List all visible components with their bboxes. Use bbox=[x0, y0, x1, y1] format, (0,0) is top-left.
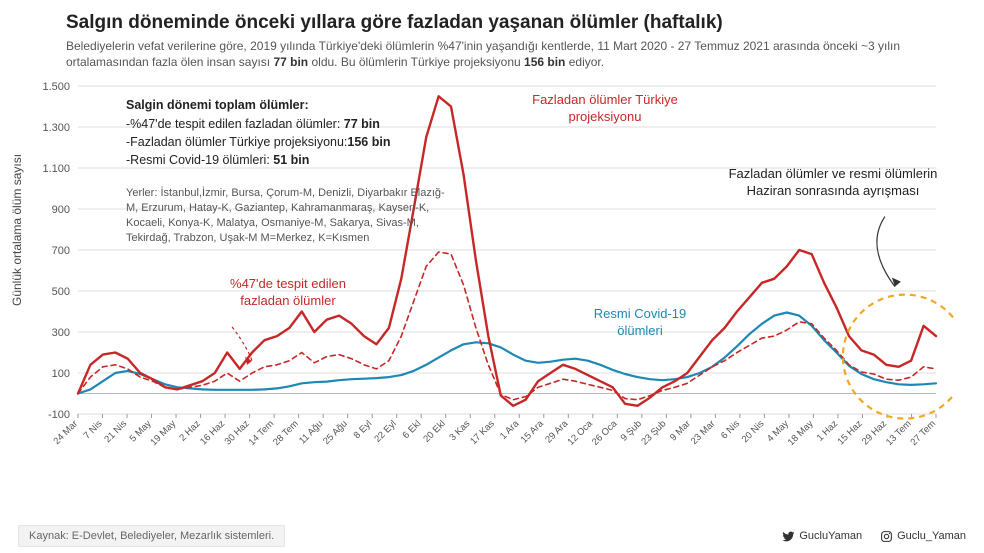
svg-text:6 Ekl: 6 Ekl bbox=[401, 419, 424, 442]
info-value: 156 bin bbox=[347, 135, 390, 149]
info-label: -Fazladan ölümler Türkiye projeksiyonu: bbox=[126, 135, 347, 149]
svg-text:-100: -100 bbox=[48, 409, 70, 421]
svg-text:14 Tem: 14 Tem bbox=[247, 419, 277, 449]
svg-text:7 Nis: 7 Nis bbox=[82, 419, 105, 442]
svg-text:1.300: 1.300 bbox=[42, 122, 70, 134]
svg-text:23 Şub: 23 Şub bbox=[639, 419, 668, 448]
chart-container: Salgın döneminde önceki yıllara göre faz… bbox=[0, 0, 984, 553]
instagram-icon bbox=[880, 530, 893, 543]
svg-text:700: 700 bbox=[52, 245, 70, 257]
svg-text:100: 100 bbox=[52, 368, 70, 380]
svg-text:23 Mar: 23 Mar bbox=[689, 419, 718, 448]
places-list: Yerler: İstanbul,İzmir, Bursa, Çorum-M, … bbox=[126, 186, 446, 245]
chart-subtitle: Belediyelerin vefat verilerine göre, 201… bbox=[66, 38, 946, 70]
chart-footer: Kaynak: E-Devlet, Belediyeler, Mezarlık … bbox=[18, 525, 966, 547]
svg-text:25 Ağu: 25 Ağu bbox=[321, 419, 350, 448]
svg-text:1.100: 1.100 bbox=[42, 163, 70, 175]
annotation-projection: Fazladan ölümler Türkiye projeksiyonu bbox=[510, 92, 700, 125]
twitter-icon bbox=[782, 530, 795, 543]
annotation-detected: %47'de tespit edilen fazladan ölümler bbox=[213, 276, 363, 309]
info-value: 51 bin bbox=[273, 153, 309, 167]
svg-text:17 Kas: 17 Kas bbox=[468, 419, 497, 448]
y-axis-label: Günlük ortalama ölüm sayısı bbox=[10, 154, 24, 306]
svg-text:21 Nis: 21 Nis bbox=[102, 419, 129, 446]
annotation-divergence: Fazladan ölümler ve resmi ölümlerin Hazi… bbox=[718, 166, 948, 199]
twitter-text: GucluYaman bbox=[799, 530, 862, 542]
subtitle-text: ediyor. bbox=[565, 55, 604, 69]
svg-text:15 Haz: 15 Haz bbox=[836, 419, 865, 448]
svg-text:30 Haz: 30 Haz bbox=[223, 419, 252, 448]
svg-text:8 Eyl: 8 Eyl bbox=[352, 419, 375, 442]
svg-text:24 Mar: 24 Mar bbox=[51, 419, 80, 448]
info-line: -%47'de tespit edilen fazladan ölümler: … bbox=[126, 115, 390, 133]
info-heading: Salgin dönemi toplam ölümler: bbox=[126, 96, 390, 114]
svg-text:18 May: 18 May bbox=[786, 419, 816, 449]
info-line: -Resmi Covid-19 ölümleri: 51 bin bbox=[126, 151, 390, 169]
svg-text:900: 900 bbox=[52, 204, 70, 216]
svg-text:27 Tem: 27 Tem bbox=[908, 419, 938, 449]
instagram-text: Guclu_Yaman bbox=[897, 530, 966, 542]
info-value: 77 bin bbox=[344, 117, 380, 131]
totals-info-box: Salgin dönemi toplam ölümler: -%47'de te… bbox=[126, 96, 390, 169]
svg-text:22 Eyl: 22 Eyl bbox=[372, 419, 398, 445]
svg-text:20 Ekl: 20 Ekl bbox=[421, 419, 447, 445]
svg-text:13 Tem: 13 Tem bbox=[884, 419, 914, 449]
svg-text:300: 300 bbox=[52, 327, 70, 339]
svg-text:11 Ağu: 11 Ağu bbox=[297, 419, 325, 447]
chart-title: Salgın döneminde önceki yıllara göre faz… bbox=[66, 12, 966, 34]
annotation-official: Resmi Covid-19 ölümleri bbox=[580, 306, 700, 339]
svg-text:28 Tem: 28 Tem bbox=[271, 419, 301, 449]
svg-text:19 May: 19 May bbox=[148, 419, 178, 449]
svg-text:26 Oca: 26 Oca bbox=[590, 418, 620, 448]
svg-text:12 Oca: 12 Oca bbox=[565, 418, 595, 448]
svg-text:500: 500 bbox=[52, 286, 70, 298]
svg-text:20 Nis: 20 Nis bbox=[740, 419, 767, 446]
instagram-handle: Guclu_Yaman bbox=[880, 530, 966, 543]
subtitle-bold: 156 bin bbox=[524, 55, 565, 69]
svg-text:1.500: 1.500 bbox=[42, 81, 70, 93]
source-label: Kaynak: E-Devlet, Belediyeler, Mezarlık … bbox=[18, 525, 285, 547]
chart-area: Günlük ortalama ölüm sayısı -10010030050… bbox=[18, 76, 966, 476]
subtitle-text: oldu. Bu ölümlerin Türkiye projeksiyonu bbox=[308, 55, 524, 69]
svg-text:6 Nis: 6 Nis bbox=[719, 419, 742, 442]
twitter-handle: GucluYaman bbox=[782, 530, 862, 543]
info-label: -Resmi Covid-19 ölümleri: bbox=[126, 153, 273, 167]
social-links: GucluYaman Guclu_Yaman bbox=[782, 530, 966, 543]
svg-text:29 Haz: 29 Haz bbox=[860, 419, 889, 448]
subtitle-bold: 77 bin bbox=[273, 55, 308, 69]
svg-text:15 Ara: 15 Ara bbox=[519, 418, 547, 446]
info-line: -Fazladan ölümler Türkiye projeksiyonu:1… bbox=[126, 133, 390, 151]
info-label: -%47'de tespit edilen fazladan ölümler: bbox=[126, 117, 344, 131]
svg-text:16 Haz: 16 Haz bbox=[198, 419, 227, 448]
